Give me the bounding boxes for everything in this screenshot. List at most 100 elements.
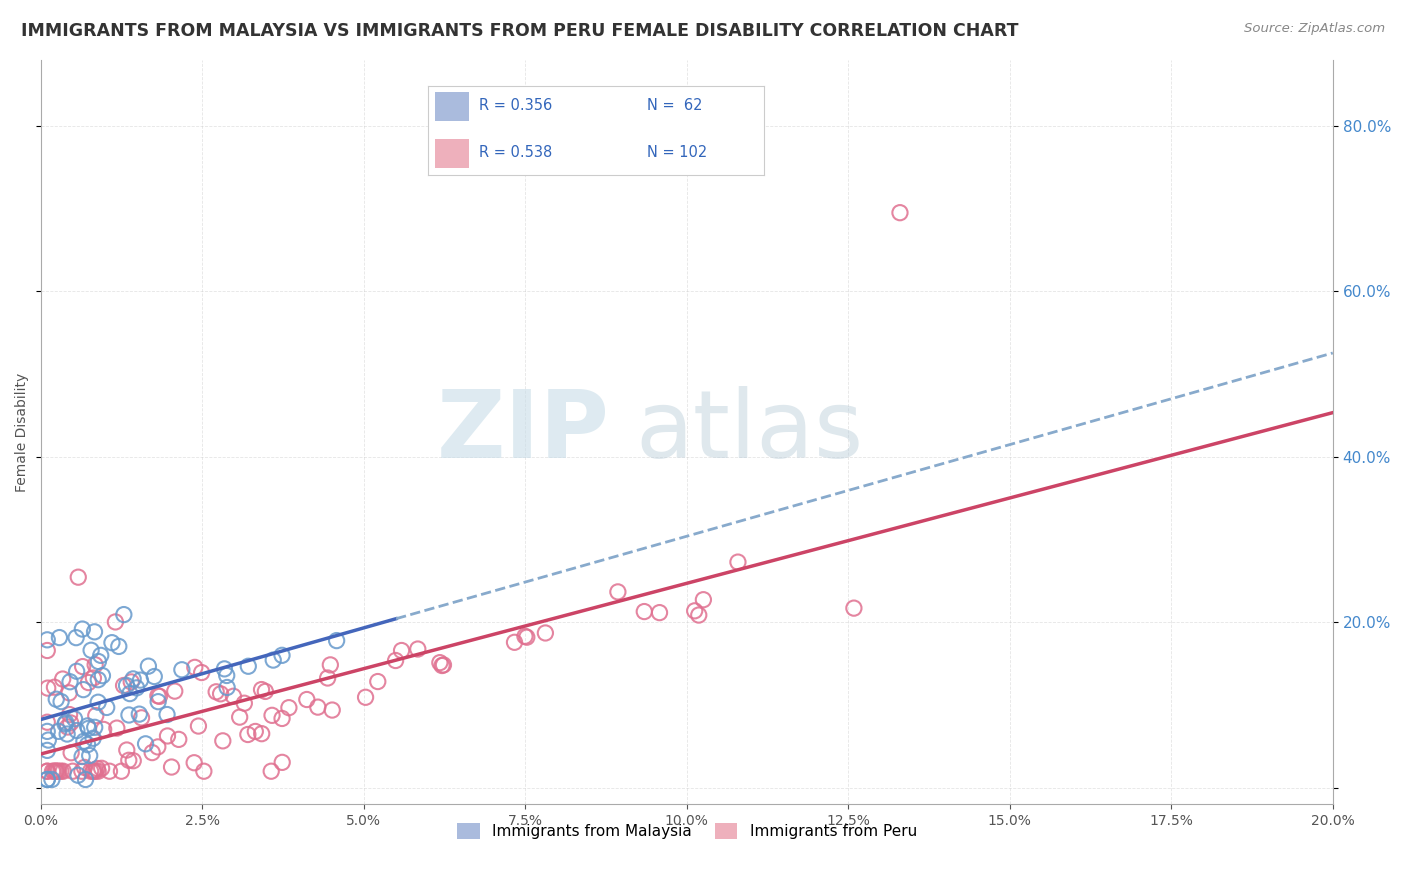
Immigrants from Peru <box>245 724 267 739</box>
Immigrants from Peru <box>516 630 538 644</box>
Immigrants from Peru <box>184 660 207 674</box>
Immigrants from Malaysia <box>214 662 236 676</box>
Immigrants from Peru <box>319 657 342 672</box>
Immigrants from Peru <box>367 674 389 689</box>
Immigrants from Peru <box>688 608 710 623</box>
Immigrants from Peru <box>391 643 413 657</box>
Immigrants from Peru <box>82 764 104 779</box>
Immigrants from Malaysia <box>55 715 77 730</box>
Immigrants from Peru <box>73 760 96 774</box>
Immigrants from Malaysia <box>59 674 82 689</box>
Immigrants from Peru <box>271 711 294 725</box>
Immigrants from Peru <box>889 205 911 219</box>
Immigrants from Peru <box>260 764 283 779</box>
Immigrants from Malaysia <box>125 681 148 695</box>
Immigrants from Peru <box>82 764 104 779</box>
Immigrants from Peru <box>72 659 94 673</box>
Immigrants from Peru <box>104 615 127 629</box>
Immigrants from Peru <box>321 703 343 717</box>
Immigrants from Peru <box>115 743 138 757</box>
Immigrants from Peru <box>84 708 107 723</box>
Immigrants from Peru <box>842 601 865 615</box>
Immigrants from Malaysia <box>37 772 59 787</box>
Immigrants from Malaysia <box>146 695 169 709</box>
Immigrants from Malaysia <box>66 768 89 782</box>
Immigrants from Malaysia <box>56 727 79 741</box>
Immigrants from Malaysia <box>112 607 135 622</box>
Immigrants from Peru <box>633 605 655 619</box>
Immigrants from Peru <box>193 764 215 779</box>
Immigrants from Malaysia <box>87 673 110 687</box>
Immigrants from Malaysia <box>143 669 166 683</box>
Immigrants from Malaysia <box>87 655 110 669</box>
Immigrants from Peru <box>648 606 671 620</box>
Immigrants from Malaysia <box>73 734 96 748</box>
Immigrants from Peru <box>44 764 66 779</box>
Immigrants from Malaysia <box>77 722 100 736</box>
Immigrants from Malaysia <box>115 679 138 693</box>
Immigrants from Peru <box>606 585 628 599</box>
Immigrants from Peru <box>187 719 209 733</box>
Immigrants from Malaysia <box>325 633 347 648</box>
Immigrants from Peru <box>49 764 72 779</box>
Immigrants from Peru <box>84 657 107 672</box>
Immigrants from Malaysia <box>79 748 101 763</box>
Immigrants from Peru <box>105 721 128 735</box>
Immigrants from Malaysia <box>135 737 157 751</box>
Immigrants from Peru <box>384 653 406 667</box>
Immigrants from Peru <box>727 555 749 569</box>
Immigrants from Malaysia <box>76 719 98 733</box>
Immigrants from Malaysia <box>129 673 152 687</box>
Immigrants from Peru <box>86 762 108 776</box>
Immigrants from Peru <box>148 690 170 704</box>
Immigrants from Malaysia <box>96 700 118 714</box>
Legend: Immigrants from Malaysia, Immigrants from Peru: Immigrants from Malaysia, Immigrants fro… <box>450 817 922 845</box>
Immigrants from Peru <box>429 656 451 670</box>
Immigrants from Malaysia <box>217 681 239 695</box>
Immigrants from Peru <box>48 764 70 779</box>
Immigrants from Peru <box>430 658 453 673</box>
Immigrants from Peru <box>254 684 277 698</box>
Immigrants from Peru <box>42 764 65 779</box>
Immigrants from Peru <box>156 729 179 743</box>
Immigrants from Malaysia <box>101 635 124 649</box>
Immigrants from Malaysia <box>80 643 103 657</box>
Immigrants from Peru <box>93 723 115 737</box>
Immigrants from Peru <box>295 692 318 706</box>
Y-axis label: Female Disability: Female Disability <box>15 372 30 491</box>
Immigrants from Malaysia <box>83 720 105 734</box>
Immigrants from Peru <box>112 679 135 693</box>
Immigrants from Peru <box>59 715 82 730</box>
Immigrants from Malaysia <box>41 772 63 787</box>
Immigrants from Peru <box>70 764 93 779</box>
Immigrants from Malaysia <box>75 772 97 787</box>
Immigrants from Peru <box>692 592 714 607</box>
Immigrants from Malaysia <box>262 653 284 667</box>
Immigrants from Peru <box>120 674 142 689</box>
Immigrants from Peru <box>432 657 454 672</box>
Immigrants from Peru <box>250 682 273 697</box>
Immigrants from Peru <box>41 764 63 779</box>
Immigrants from Peru <box>228 710 250 724</box>
Immigrants from Peru <box>683 604 706 618</box>
Immigrants from Peru <box>513 629 536 643</box>
Immigrants from Malaysia <box>72 682 94 697</box>
Immigrants from Malaysia <box>48 631 70 645</box>
Immigrants from Peru <box>222 690 245 704</box>
Immigrants from Malaysia <box>87 695 110 709</box>
Immigrants from Peru <box>79 764 101 779</box>
Immigrants from Peru <box>37 681 59 695</box>
Immigrants from Malaysia <box>90 648 112 663</box>
Immigrants from Malaysia <box>82 731 104 746</box>
Immigrants from Malaysia <box>66 665 89 679</box>
Immigrants from Peru <box>190 665 212 680</box>
Immigrants from Peru <box>77 675 100 690</box>
Immigrants from Malaysia <box>271 648 294 663</box>
Immigrants from Malaysia <box>76 738 98 752</box>
Immigrants from Peru <box>37 764 59 779</box>
Immigrants from Peru <box>316 671 339 685</box>
Immigrants from Peru <box>307 700 329 714</box>
Immigrants from Malaysia <box>238 659 260 673</box>
Immigrants from Malaysia <box>66 723 89 738</box>
Immigrants from Peru <box>52 672 75 686</box>
